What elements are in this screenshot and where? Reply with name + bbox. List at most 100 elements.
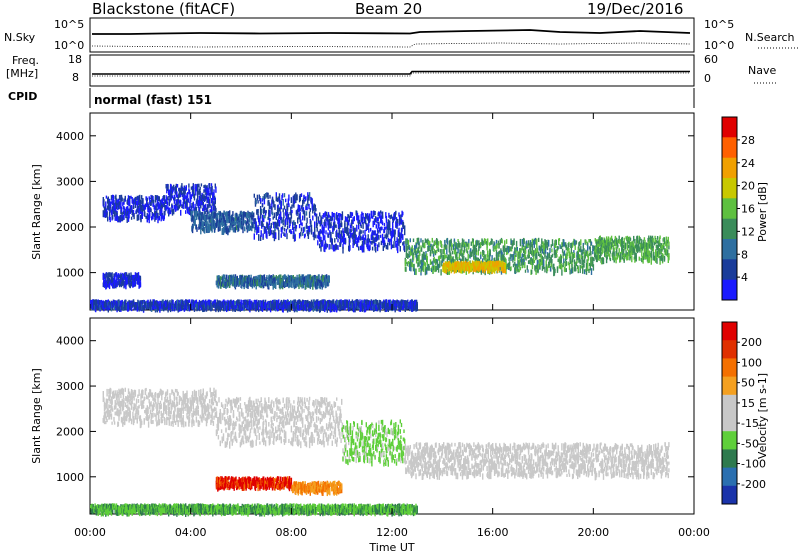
range-gate-cell — [376, 233, 379, 239]
range-gate-cell — [225, 211, 227, 219]
range-gate-cell — [421, 253, 423, 261]
range-gate-cell — [256, 194, 259, 201]
range-gate-cell — [288, 203, 290, 208]
range-gate-cell — [647, 244, 649, 252]
range-gate-cell — [302, 282, 305, 289]
range-gate-cell — [236, 217, 238, 221]
range-gate-cell — [363, 244, 365, 250]
range-gate-cell — [305, 203, 308, 207]
range-gate-cell — [302, 207, 305, 213]
range-gate-cell — [575, 261, 578, 267]
range-gate-cell — [259, 217, 261, 224]
range-gate-cell — [340, 214, 342, 221]
range-gate-cell — [536, 243, 538, 249]
range-gate-cell — [576, 259, 578, 264]
range-gate-cell — [136, 195, 138, 201]
range-gate-cell — [414, 244, 416, 251]
range-gate-cell — [532, 251, 535, 255]
range-gate-cell — [539, 258, 542, 263]
range-gate-cell — [566, 254, 568, 260]
range-gate-cell — [496, 264, 498, 272]
range-gate-cell — [128, 212, 130, 219]
range-gate-cell — [298, 283, 300, 290]
range-gate-cell — [140, 209, 142, 214]
range-gate-cell — [493, 266, 496, 274]
range-gate-cell — [417, 262, 419, 268]
range-gate-cell — [533, 260, 535, 264]
range-gate-cell — [517, 250, 519, 256]
range-gate-cell — [276, 210, 279, 216]
range-gate-cell — [322, 240, 324, 246]
range-gate-cell — [640, 238, 642, 245]
range-gate-cell — [110, 195, 113, 201]
range-gate-cell — [551, 239, 554, 247]
range-gate-cell — [270, 222, 272, 229]
range-gate-cell — [173, 194, 176, 199]
range-gate-cell — [286, 211, 289, 217]
range-gate-cell — [373, 218, 376, 226]
range-gate-cell — [400, 232, 403, 236]
range-gate-cell — [323, 221, 325, 228]
range-gate-cell — [580, 252, 583, 260]
range-gate-cell — [420, 260, 423, 266]
range-gate-cell — [583, 248, 585, 254]
range-gate-cell — [527, 249, 530, 256]
range-gate-cell — [393, 241, 395, 248]
range-gate-cell — [314, 221, 316, 229]
range-gate-cell — [512, 240, 514, 247]
beam-title: Beam 20 — [355, 0, 422, 18]
range-gate-cell — [202, 305, 204, 313]
range-gate-cell — [652, 237, 654, 243]
range-gate-cell — [130, 305, 133, 312]
range-gate-cell — [426, 256, 428, 261]
range-gate-cell — [428, 246, 430, 252]
range-gate-cell — [235, 221, 237, 228]
range-gate-cell — [312, 215, 314, 221]
range-gate-cell — [443, 247, 445, 254]
range-gate-cell — [449, 239, 451, 244]
range-gate-cell — [180, 209, 182, 216]
range-gate-cell — [234, 218, 236, 222]
range-gate-cell — [309, 208, 311, 212]
range-gate-cell — [580, 246, 582, 253]
range-gate-cell — [427, 245, 429, 252]
range-gate-cell — [436, 259, 439, 264]
range-gate-cell — [641, 244, 644, 251]
range-gate-cell — [622, 251, 625, 255]
range-gate-cell — [193, 305, 196, 312]
range-gate-cell — [349, 228, 351, 234]
range-gate-cell — [323, 245, 325, 251]
range-gate-cell — [470, 241, 472, 246]
range-gate-cell — [555, 243, 557, 248]
range-gate-cell — [646, 247, 648, 252]
range-gate-cell — [385, 215, 388, 223]
range-gate-cell — [348, 234, 350, 238]
scatter-region-5 — [215, 274, 330, 290]
range-gate-cell — [644, 247, 646, 254]
range-gate-cell — [400, 214, 402, 219]
range-gate-cell — [493, 246, 495, 252]
range-gate-cell — [374, 236, 376, 243]
range-gate-cell — [450, 238, 452, 244]
range-gate-cell — [580, 239, 582, 246]
range-gate-cell — [157, 216, 159, 224]
range-gate-cell — [197, 211, 199, 216]
range-gate-cell — [130, 195, 132, 199]
range-gate-cell — [383, 226, 386, 233]
range-gate-cell — [295, 192, 297, 200]
range-gate-cell — [315, 234, 317, 239]
range-gate-cell — [325, 278, 328, 285]
range-gate-cell — [215, 222, 218, 227]
range-gate-cell — [429, 259, 432, 266]
range-gate-cell — [626, 235, 629, 243]
range-gate-cell — [461, 269, 464, 274]
range-gate-cell — [348, 216, 350, 220]
range-gate-cell — [247, 223, 250, 229]
range-gate-cell — [533, 241, 535, 248]
range-gate-cell — [268, 279, 271, 286]
range-gate-cell — [321, 224, 323, 231]
range-gate-cell — [546, 266, 549, 272]
range-gate-cell — [308, 225, 311, 233]
range-gate-cell — [220, 305, 223, 311]
range-gate-cell — [317, 216, 320, 223]
